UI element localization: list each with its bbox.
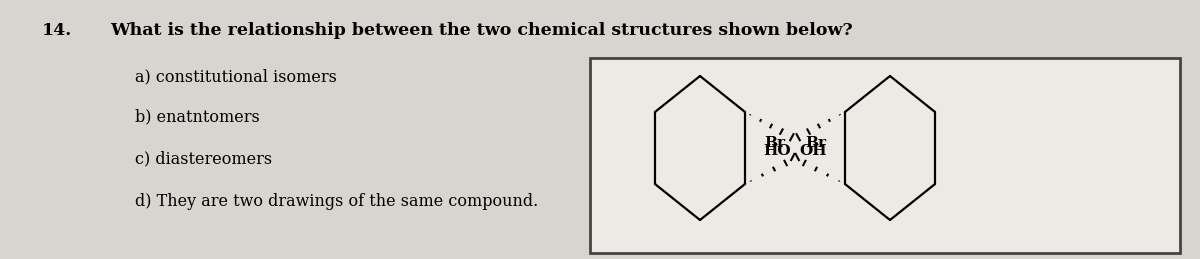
Text: b) enatntomers: b) enatntomers: [134, 108, 259, 125]
Text: Br: Br: [764, 136, 785, 150]
Text: d) They are two drawings of the same compound.: d) They are two drawings of the same com…: [134, 193, 539, 210]
Bar: [590, 58, 1180, 253]
Text: 14.: 14.: [42, 22, 72, 39]
Text: HO: HO: [763, 144, 791, 158]
Text: What is the relationship between the two chemical structures shown below?: What is the relationship between the two…: [110, 22, 853, 39]
Text: c) diastereomers: c) diastereomers: [134, 150, 272, 167]
Text: Br: Br: [805, 136, 826, 150]
Text: a) constitutional isomers: a) constitutional isomers: [134, 68, 337, 85]
Text: OH: OH: [799, 144, 827, 158]
